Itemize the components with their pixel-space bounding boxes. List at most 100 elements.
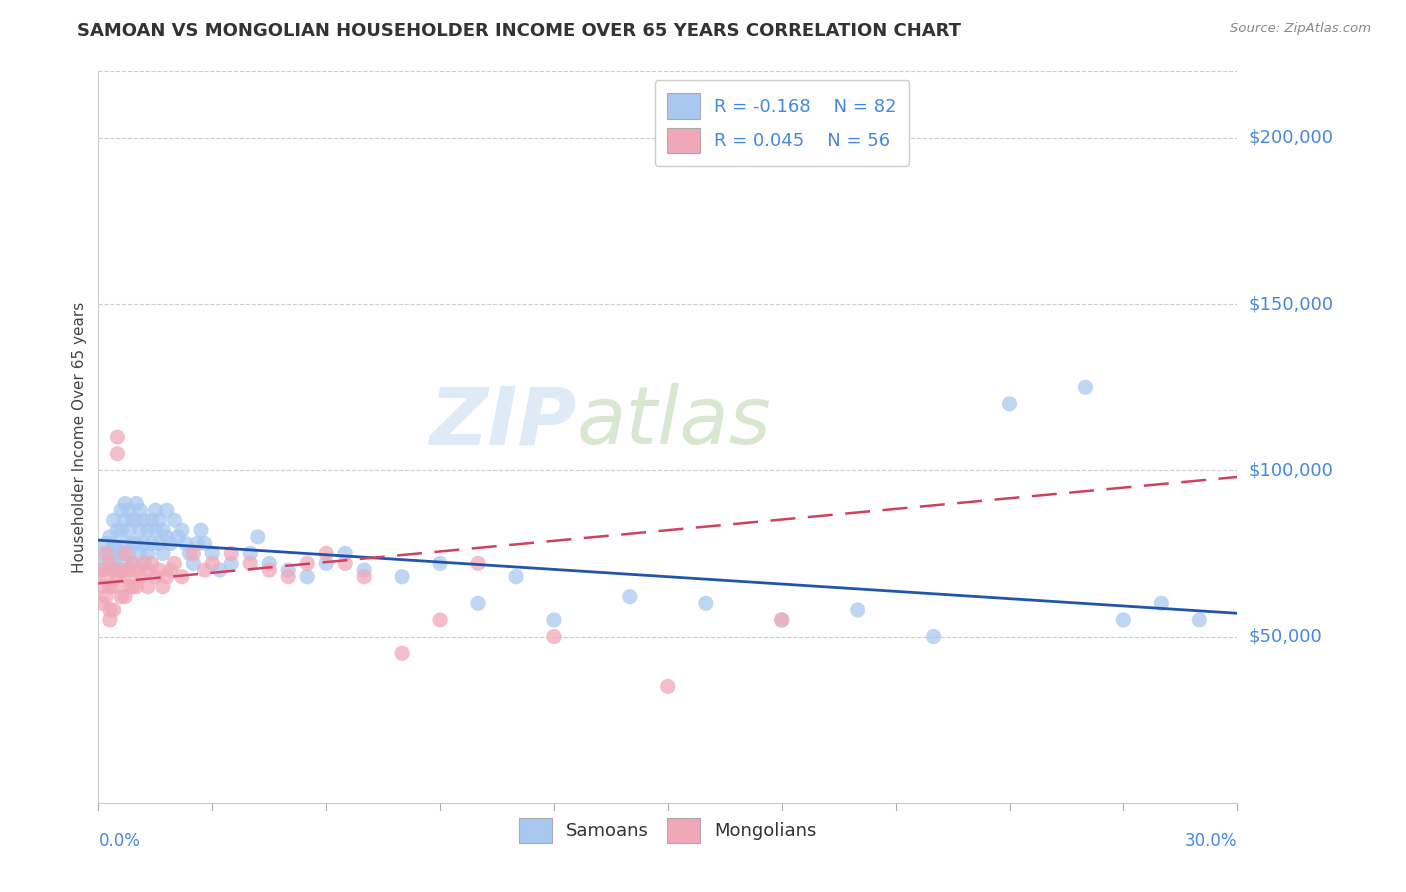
Point [391, 570, 413, 584]
Point [156, 503, 179, 517]
Point [91, 563, 114, 577]
Point [152, 546, 174, 560]
Point [107, 430, 129, 444]
Point [156, 530, 179, 544]
Point [91, 596, 114, 610]
Point [125, 497, 148, 511]
Point [159, 536, 181, 550]
Text: $150,000: $150,000 [1249, 295, 1333, 313]
Point [121, 557, 143, 571]
Point [118, 580, 141, 594]
Point [922, 630, 945, 644]
Point [103, 603, 125, 617]
Point [1188, 613, 1211, 627]
Point [167, 530, 190, 544]
Point [259, 557, 281, 571]
Point [194, 563, 217, 577]
Text: Source: ZipAtlas.com: Source: ZipAtlas.com [1230, 22, 1371, 36]
Point [141, 536, 163, 550]
Point [201, 557, 224, 571]
Point [543, 630, 565, 644]
Point [125, 580, 148, 594]
Point [315, 546, 337, 560]
Point [1150, 596, 1173, 610]
Point [277, 570, 299, 584]
Point [103, 580, 125, 594]
Text: 0.0%: 0.0% [98, 832, 141, 850]
Point [148, 513, 170, 527]
Point [103, 563, 125, 577]
Point [183, 546, 205, 560]
Point [297, 570, 319, 584]
Point [174, 536, 197, 550]
Point [110, 563, 132, 577]
Point [148, 563, 170, 577]
Point [391, 646, 413, 660]
Text: atlas: atlas [576, 384, 772, 461]
Point [121, 557, 143, 571]
Point [114, 546, 136, 560]
Point [129, 546, 152, 560]
Point [163, 557, 186, 571]
Point [94, 590, 117, 604]
Point [114, 570, 136, 584]
Point [107, 570, 129, 584]
Point [118, 523, 141, 537]
Point [145, 503, 167, 517]
Point [194, 536, 217, 550]
Point [208, 563, 231, 577]
Point [110, 546, 132, 560]
Point [129, 570, 152, 584]
Point [277, 563, 299, 577]
Point [170, 523, 193, 537]
Point [239, 557, 262, 571]
Point [221, 557, 243, 571]
Point [353, 570, 375, 584]
Point [846, 603, 869, 617]
Point [183, 557, 205, 571]
Point [114, 536, 136, 550]
Point [335, 546, 357, 560]
Text: $200,000: $200,000 [1249, 128, 1333, 147]
Point [152, 523, 174, 537]
Point [107, 523, 129, 537]
Point [429, 557, 451, 571]
Point [998, 397, 1021, 411]
Point [297, 557, 319, 571]
Legend: Samoans, Mongolians: Samoans, Mongolians [510, 809, 825, 852]
Point [118, 503, 141, 517]
Point [136, 523, 159, 537]
Point [156, 570, 179, 584]
Point [103, 557, 125, 571]
Point [121, 513, 143, 527]
Text: $100,000: $100,000 [1249, 461, 1333, 479]
Text: SAMOAN VS MONGOLIAN HOUSEHOLDER INCOME OVER 65 YEARS CORRELATION CHART: SAMOAN VS MONGOLIAN HOUSEHOLDER INCOME O… [77, 22, 962, 40]
Point [145, 570, 167, 584]
Point [429, 613, 451, 627]
Point [103, 513, 125, 527]
Point [114, 497, 136, 511]
Point [221, 546, 243, 560]
Point [110, 523, 132, 537]
Point [141, 513, 163, 527]
Point [125, 513, 148, 527]
Point [107, 563, 129, 577]
Point [107, 447, 129, 461]
Point [136, 546, 159, 560]
Point [98, 580, 121, 594]
Point [619, 590, 641, 604]
Point [110, 590, 132, 604]
Point [543, 613, 565, 627]
Point [114, 557, 136, 571]
Text: $50,000: $50,000 [1249, 628, 1322, 646]
Point [657, 680, 679, 694]
Point [201, 546, 224, 560]
Point [94, 570, 117, 584]
Point [770, 613, 793, 627]
Point [129, 523, 152, 537]
Point [132, 557, 155, 571]
Point [91, 546, 114, 560]
Point [118, 546, 141, 560]
Point [91, 563, 114, 577]
Point [159, 563, 181, 577]
